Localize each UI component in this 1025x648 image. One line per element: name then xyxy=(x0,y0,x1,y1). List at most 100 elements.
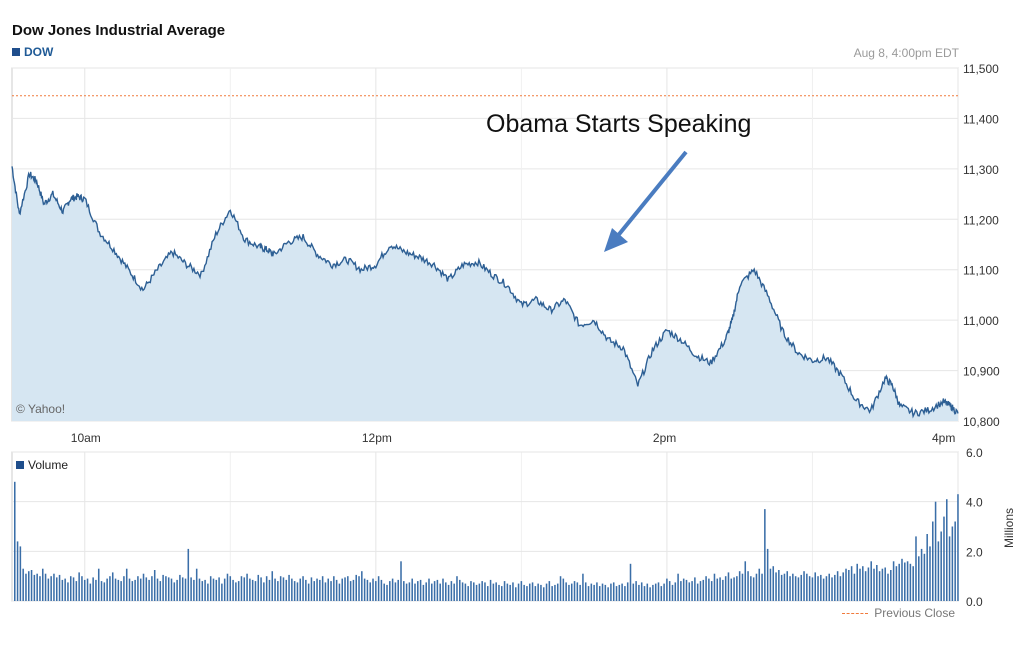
volume-bar xyxy=(221,583,223,601)
volume-bar xyxy=(27,571,30,601)
volume-bar xyxy=(81,576,83,601)
volume-bar xyxy=(663,583,665,601)
volume-bar xyxy=(193,579,195,601)
volume-bar xyxy=(355,574,357,601)
volume-bar xyxy=(145,577,148,601)
volume-bar xyxy=(263,582,265,601)
volume-bar xyxy=(640,582,643,601)
volume-bar xyxy=(131,581,134,601)
volume-bar xyxy=(621,583,623,601)
volume-bar xyxy=(512,582,514,601)
volume-bar xyxy=(198,578,201,601)
volume-bar xyxy=(954,521,956,601)
volume-bar xyxy=(612,582,615,601)
volume-bar xyxy=(531,582,534,601)
volume-bar xyxy=(526,586,528,601)
volume-bar xyxy=(467,586,469,601)
volume-bar xyxy=(923,553,926,601)
volume-bar xyxy=(95,579,97,601)
volume-tick-label: 6.0 xyxy=(966,446,983,460)
volume-bar xyxy=(632,583,635,601)
volume-bar xyxy=(537,583,539,601)
volume-bar xyxy=(422,584,425,601)
volume-bar xyxy=(601,583,604,601)
volume-bar xyxy=(590,583,593,601)
series-swatch-icon xyxy=(12,48,20,56)
volume-bar xyxy=(540,584,542,601)
volume-bar xyxy=(383,583,385,601)
volume-bar xyxy=(834,574,836,601)
volume-bar xyxy=(915,536,917,601)
volume-bar xyxy=(654,583,657,601)
volume-bar xyxy=(425,582,427,601)
volume-bar xyxy=(417,581,419,601)
volume-bar xyxy=(408,582,411,601)
volume-bar xyxy=(674,582,677,601)
volume-bar xyxy=(55,577,58,601)
volume-bar xyxy=(260,577,262,601)
volume-bar xyxy=(296,582,299,601)
volume-bar xyxy=(618,584,621,601)
volume-bar xyxy=(89,583,92,601)
volume-bar xyxy=(951,526,954,601)
volume-bar xyxy=(461,582,464,601)
volume-bar xyxy=(215,579,218,601)
volume-bar xyxy=(761,573,763,601)
volume-label-text: Volume xyxy=(28,458,69,472)
volume-bar xyxy=(153,570,156,601)
volume-bar xyxy=(719,577,721,601)
volume-bar xyxy=(436,579,439,601)
price-tick-label: 10,800 xyxy=(963,415,1000,429)
volume-bar xyxy=(568,584,570,601)
volume-bar xyxy=(722,579,724,601)
volume-bar xyxy=(873,568,875,601)
volume-bar xyxy=(573,581,576,601)
series-label: DOW xyxy=(12,45,53,59)
volume-bar xyxy=(769,568,772,601)
volume-bar xyxy=(363,578,366,601)
volume-bar xyxy=(327,578,330,601)
volume-bar xyxy=(492,583,495,601)
volume-bar xyxy=(223,578,226,601)
volume-bar xyxy=(307,583,310,601)
volume-bar xyxy=(559,576,562,601)
volume-bar xyxy=(551,586,553,601)
annotation-text: Obama Starts Speaking xyxy=(486,110,752,138)
volume-bar xyxy=(542,587,545,601)
volume-bar xyxy=(128,578,131,601)
volume-bar xyxy=(716,578,719,601)
volume-bar xyxy=(243,577,246,601)
volume-bar xyxy=(503,581,506,601)
volume-tick-label: 2.0 xyxy=(966,545,983,559)
volume-bar xyxy=(114,578,117,601)
volume-bar xyxy=(652,584,654,601)
volume-bar xyxy=(41,568,44,601)
volume-bar xyxy=(764,509,766,601)
volume-bar xyxy=(730,578,733,601)
volume-bar xyxy=(587,586,590,601)
volume-bar xyxy=(92,577,94,601)
volume-bar xyxy=(187,548,190,601)
chart-title: Dow Jones Industrial Average xyxy=(12,22,226,39)
volume-grid xyxy=(12,451,958,602)
volume-bar xyxy=(570,583,573,601)
volume-bar xyxy=(708,578,710,601)
price-line xyxy=(11,166,959,419)
volume-bar xyxy=(876,565,878,601)
volume-bar xyxy=(75,581,78,601)
volume-bar xyxy=(831,577,833,601)
volume-bar xyxy=(702,579,705,601)
volume-bar xyxy=(738,571,741,601)
volume-bar xyxy=(473,582,475,601)
volume-bar xyxy=(257,574,260,601)
volume-bar xyxy=(361,571,363,601)
volume-bar xyxy=(358,576,360,601)
volume-bar xyxy=(517,583,520,601)
volume-bar xyxy=(484,582,486,601)
volume-bar xyxy=(184,578,187,601)
volume-bar xyxy=(162,574,164,601)
volume-bar xyxy=(453,583,455,601)
volume-bar xyxy=(148,579,150,601)
volume-bar xyxy=(520,581,523,601)
volume-bar xyxy=(806,573,808,601)
